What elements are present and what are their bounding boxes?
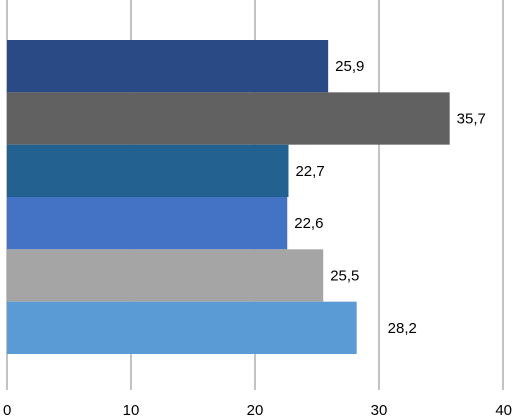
x-tick-label: 30 — [371, 402, 388, 419]
x-tick-label: 0 — [3, 402, 11, 419]
bar-5 — [7, 249, 324, 302]
x-tick-label: 20 — [247, 402, 264, 419]
bar-1 — [7, 40, 329, 93]
x-tick-label: 10 — [123, 402, 140, 419]
data-label-3: 22,7 — [295, 163, 324, 180]
data-label-1: 25,9 — [335, 58, 364, 75]
data-label-2: 35,7 — [457, 111, 486, 128]
data-label-4: 22,6 — [294, 215, 323, 232]
bar-2 — [7, 92, 450, 145]
bar-6 — [7, 301, 357, 354]
bar-3 — [7, 144, 289, 197]
data-labels: 25,9 35,7 22,7 22,6 25,5 28,2 — [294, 58, 486, 337]
x-axis-tick-labels: 0 10 20 30 40 — [3, 402, 512, 419]
bar-4 — [7, 197, 288, 250]
x-tick-label: 40 — [495, 402, 512, 419]
data-label-5: 25,5 — [330, 268, 359, 285]
bars — [7, 40, 450, 354]
data-label-6: 28,2 — [388, 320, 417, 337]
